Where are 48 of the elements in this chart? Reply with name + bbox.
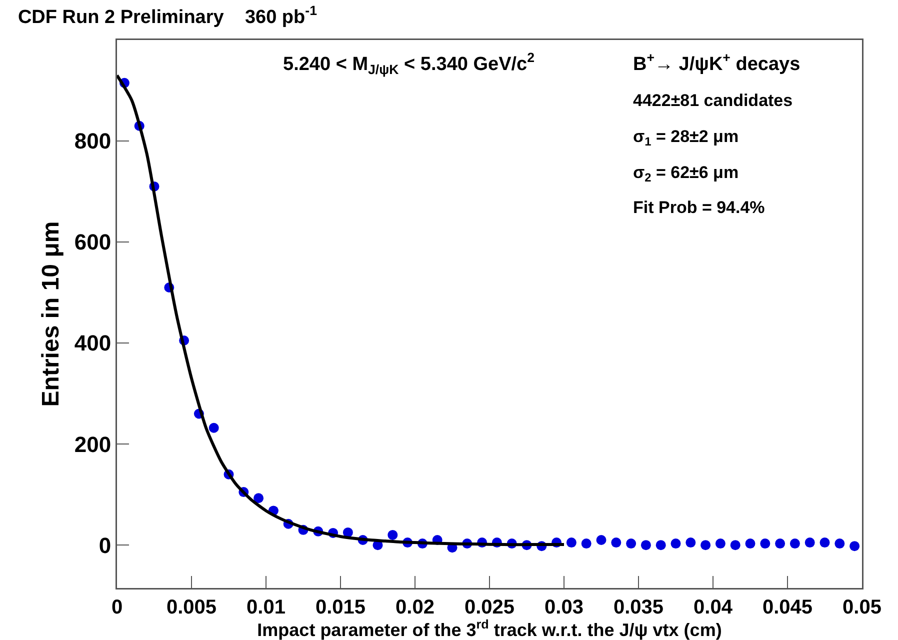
point: [820, 538, 830, 548]
point: [790, 538, 800, 549]
y-tick-label: 400: [74, 330, 112, 356]
point: [834, 538, 845, 549]
annotation: 4422±81 candidates: [633, 91, 793, 110]
x-tick-label: 0.01: [246, 596, 286, 618]
point: [611, 538, 622, 548]
x-tick-label: 0.04: [694, 596, 734, 618]
point: [730, 540, 740, 550]
x-tick-label: 0.015: [315, 596, 366, 618]
point: [208, 422, 219, 433]
x-tick-label: 0.045: [762, 596, 813, 618]
point: [700, 540, 711, 550]
point: [254, 493, 264, 504]
point: [388, 530, 398, 540]
annotation: σ$_{1}$ = 28±2 μm: [633, 127, 739, 149]
point: [686, 538, 696, 548]
y-tick-label: 800: [74, 128, 112, 154]
x-axis-title: Impact parameter of the 3$^{rd}$ track w.r.t. the J/ψ vtx (cm): [257, 617, 722, 640]
annotation: 5.240 < M$_{J/ψK}$ < 5.340 GeV/c$^{2}$: [283, 50, 534, 77]
point: [775, 538, 786, 549]
point: [342, 527, 353, 538]
point: [656, 540, 666, 550]
annotation: B$^{+}$→ J/ψK$^{+}$ decays: [633, 50, 800, 75]
x-tick-label: 0.05: [842, 596, 882, 618]
y-tick-label: 0: [98, 532, 112, 558]
point: [626, 538, 636, 549]
x-tick-label: 0.025: [464, 596, 515, 618]
y-axis-title: Entries in 10 μm: [38, 221, 65, 407]
point: [566, 538, 576, 548]
point: [745, 538, 756, 549]
point: [850, 541, 860, 552]
point: [640, 540, 651, 550]
chart-title: CDF Run 2 Preliminary 360 pb$^{-1}$: [18, 2, 318, 28]
x-tick-label: 0.02: [396, 596, 434, 618]
annotation: σ$_{2}$ = 62±6 μm: [633, 163, 739, 185]
x-tick-label: 0.03: [544, 596, 584, 618]
annotation: Fit Prob = 94.4%: [633, 198, 765, 217]
point: [804, 538, 815, 548]
x-tick-label: 0.005: [166, 596, 217, 618]
x-tick-label: 0.035: [613, 596, 664, 618]
y-tick-label: 600: [74, 230, 112, 255]
point: [596, 535, 606, 546]
y-tick-label: 200: [74, 432, 112, 457]
point: [715, 538, 726, 549]
point: [760, 538, 770, 549]
point: [581, 538, 592, 549]
point: [670, 538, 681, 549]
